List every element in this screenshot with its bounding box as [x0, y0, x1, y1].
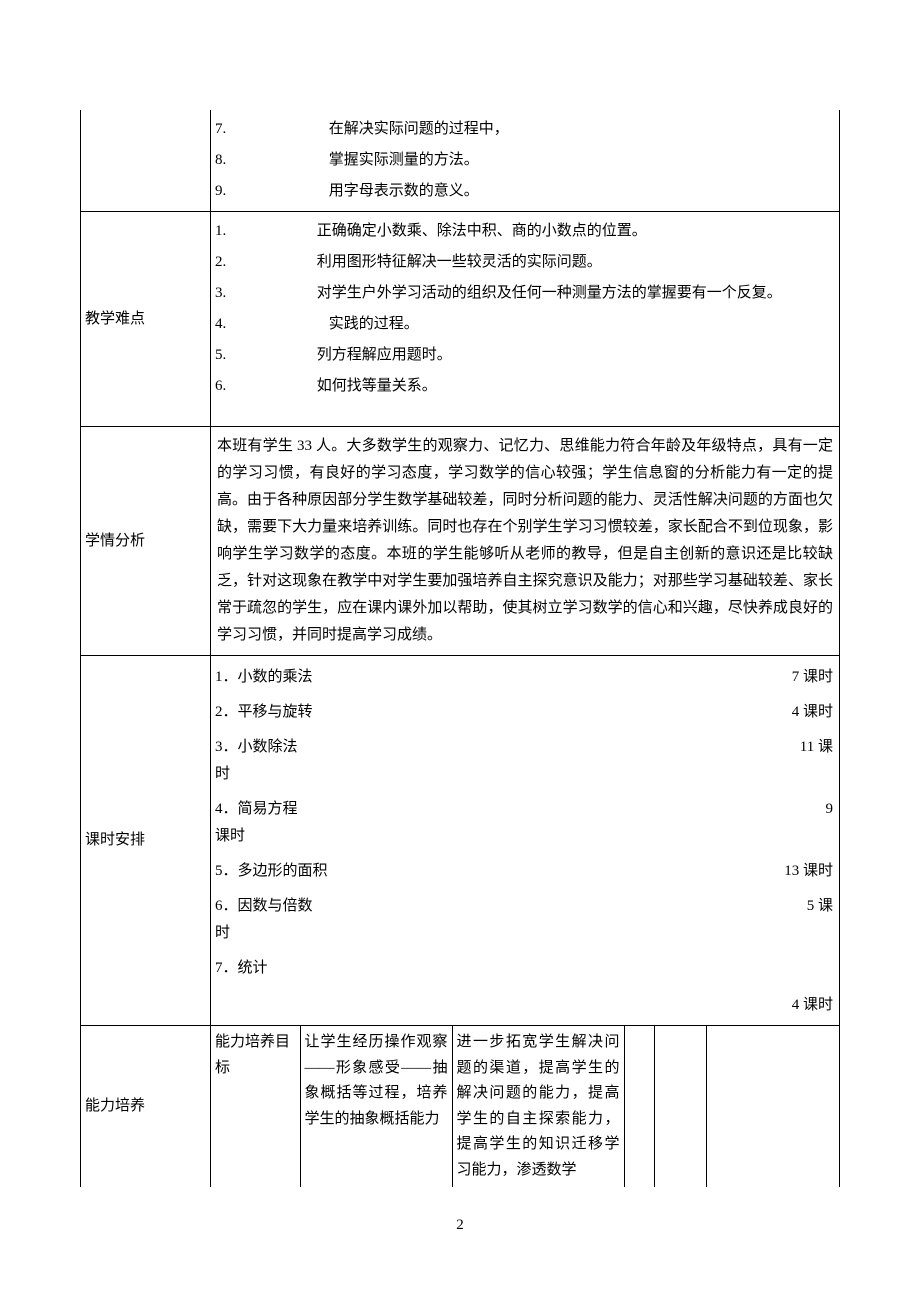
- schedule-right: 5 课: [807, 893, 833, 920]
- difficulty-item: 1. 正确确定小数乘、除法中积、商的小数点的位置。: [215, 216, 835, 247]
- difficulty-item: 2. 利用图形特征解决一些较灵活的实际问题。: [215, 247, 835, 278]
- analysis-label: 学情分析: [81, 427, 211, 656]
- analysis-text: 本班有学生 33 人。大多数学生的观察力、记忆力、思维能力符合年龄及年级特点，具…: [215, 431, 835, 651]
- ability-col4: [624, 1026, 654, 1187]
- ability-col5: [654, 1026, 706, 1187]
- schedule-item: 4．简易方程 9课时: [215, 792, 835, 854]
- schedule-left: 2．平移与旋转: [215, 699, 313, 726]
- ability-row: 能力培养目标 让学生经历操作观察——形象感受——抽象概括等过程，培养学生的抽象概…: [211, 1026, 839, 1187]
- item-text: 如何找等量关系。: [241, 373, 437, 400]
- item-number: 2.: [215, 249, 237, 276]
- row-prev-items: 7. 在解决实际问题的过程中， 8. 掌握实际测量的方法。 9. 用字母表示数的…: [81, 110, 840, 212]
- schedule-suffix: 时: [215, 920, 833, 947]
- schedule-suffix: 时: [215, 761, 833, 788]
- item-number: 3.: [215, 280, 237, 307]
- row-schedule: 课时安排 1．小数的乘法7 课时2．平移与旋转4 课时3．小数除法11 课时4．…: [81, 656, 840, 1026]
- schedule-left: 5．多边形的面积: [215, 858, 328, 885]
- prev-item: 9. 用字母表示数的意义。: [215, 176, 835, 207]
- item-text: 用字母表示数的意义。: [241, 178, 479, 205]
- schedule-label: 课时安排: [81, 656, 211, 1026]
- difficulty-item: 3. 对学生户外学习活动的组织及任何一种测量方法的掌握要有一个反复。: [215, 278, 835, 309]
- schedule-item: 3．小数除法 11 课时: [215, 730, 835, 792]
- schedule-left: 4．简易方程: [215, 796, 298, 823]
- analysis-content: 本班有学生 33 人。大多数学生的观察力、记忆力、思维能力符合年龄及年级特点，具…: [211, 427, 840, 656]
- row-ability: 能力培养 能力培养目标 让学生经历操作观察——形象感受——抽象概括等过程，培养学…: [81, 1026, 840, 1188]
- item-number: 4.: [215, 311, 237, 338]
- item-number: 1.: [215, 218, 237, 245]
- item-text: 利用图形特征解决一些较灵活的实际问题。: [241, 249, 602, 276]
- prev-item: 7. 在解决实际问题的过程中，: [215, 114, 835, 145]
- schedule-item: 7．统计: [215, 951, 835, 986]
- difficulty-item: 5. 列方程解应用题时。: [215, 340, 835, 371]
- prev-item: 8. 掌握实际测量的方法。: [215, 145, 835, 176]
- row-analysis: 学情分析 本班有学生 33 人。大多数学生的观察力、记忆力、思维能力符合年龄及年…: [81, 427, 840, 656]
- item-text: 掌握实际测量的方法。: [241, 147, 479, 174]
- ability-label: 能力培养: [81, 1026, 211, 1188]
- row-difficulty: 教学难点 1. 正确确定小数乘、除法中积、商的小数点的位置。 2. 利用图形特征…: [81, 212, 840, 427]
- schedule-item: 2．平移与旋转 4 课时: [215, 695, 835, 730]
- page-number: 2: [80, 1187, 840, 1234]
- ability-inner-table: 能力培养目标 让学生经历操作观察——形象感受——抽象概括等过程，培养学生的抽象概…: [211, 1026, 839, 1187]
- item-text: 列方程解应用题时。: [241, 342, 452, 369]
- item-text: 对学生户外学习活动的组织及任何一种测量方法的掌握要有一个反复。: [241, 280, 782, 307]
- ability-col6: [706, 1026, 839, 1187]
- prev-content-cell: 7. 在解决实际问题的过程中， 8. 掌握实际测量的方法。 9. 用字母表示数的…: [211, 110, 840, 212]
- item-text: 正确确定小数乘、除法中积、商的小数点的位置。: [241, 218, 647, 245]
- item-number: 6.: [215, 373, 237, 400]
- item-number: 8.: [215, 147, 237, 174]
- item-number: 9.: [215, 178, 237, 205]
- schedule-left: 1．小数的乘法: [215, 664, 313, 691]
- difficulty-item: 6. 如何找等量关系。: [215, 371, 835, 402]
- schedule-content: 1．小数的乘法7 课时2．平移与旋转4 课时3．小数除法11 课时4．简易方程9…: [211, 656, 840, 1026]
- main-table: 7. 在解决实际问题的过程中， 8. 掌握实际测量的方法。 9. 用字母表示数的…: [80, 110, 840, 1187]
- schedule-right: 9: [826, 796, 834, 823]
- ability-content: 能力培养目标 让学生经历操作观察——形象感受——抽象概括等过程，培养学生的抽象概…: [211, 1026, 840, 1188]
- schedule-item: 5．多边形的面积 13 课时: [215, 854, 835, 889]
- prev-label-cell: [81, 110, 211, 212]
- schedule-below-right: 4 课时: [215, 986, 835, 1021]
- schedule-right: 11 课: [800, 734, 833, 761]
- schedule-right: 13 课时: [784, 858, 833, 885]
- ability-goal-label: 能力培养目标: [211, 1026, 300, 1187]
- schedule-suffix: 课时: [215, 823, 833, 850]
- difficulty-item: 4. 实践的过程。: [215, 309, 835, 340]
- schedule-item: 1．小数的乘法 7 课时: [215, 660, 835, 695]
- schedule-left: 3．小数除法: [215, 734, 298, 761]
- schedule-right: 7 课时: [792, 664, 833, 691]
- schedule-left: 6．因数与倍数: [215, 893, 313, 920]
- schedule-item: 6．因数与倍数 5 课时: [215, 889, 835, 951]
- difficulty-content: 1. 正确确定小数乘、除法中积、商的小数点的位置。 2. 利用图形特征解决一些较…: [211, 212, 840, 427]
- item-text: 实践的过程。: [241, 311, 419, 338]
- item-text: 在解决实际问题的过程中，: [241, 116, 509, 143]
- document-page: 7. 在解决实际问题的过程中， 8. 掌握实际测量的方法。 9. 用字母表示数的…: [0, 0, 920, 1294]
- item-number: 5.: [215, 342, 237, 369]
- ability-col3: 进一步拓宽学生解决问题的渠道，提高学生的解决问题的能力，提高学生的自主探索能力，…: [452, 1026, 624, 1187]
- difficulty-label: 教学难点: [81, 212, 211, 427]
- ability-col2: 让学生经历操作观察——形象感受——抽象概括等过程，培养学生的抽象概括能力: [300, 1026, 452, 1187]
- schedule-left: 7．统计: [215, 955, 268, 982]
- item-number: 7.: [215, 116, 237, 143]
- schedule-right: 4 课时: [792, 699, 833, 726]
